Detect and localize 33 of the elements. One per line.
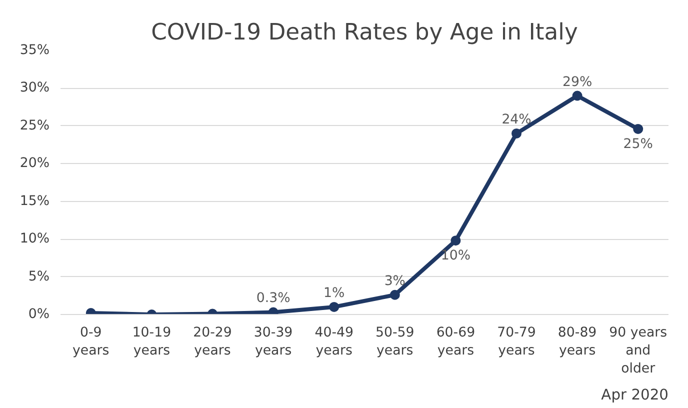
x-tick-label: 50-59 years [376,326,414,358]
point [390,290,400,300]
point [512,128,522,138]
point [450,236,461,246]
data-label: 24% [502,112,532,128]
x-tick-label: 10-19 years [132,326,172,358]
y-tick-label: 25% [20,118,50,134]
data-label: 1% [324,286,345,301]
chart-title: COVID-19 Death Rates by Age in Italy [151,20,578,46]
y-tick-label: 35% [20,43,50,58]
data-label: 0.3% [256,291,290,306]
y-tick-label: 15% [20,194,50,209]
point [572,90,582,101]
point [633,124,644,134]
data-label: 29% [562,74,592,90]
x-tick-label: 70-79 years [497,326,536,358]
data-label: 3% [384,274,406,289]
x-tick-label: 30-39 years [254,326,293,358]
x-tick-label: 90 years and older [609,326,668,376]
y-tick-label: 10% [20,232,50,247]
x-tick-label: 80-89 years [558,326,597,358]
x-tick-label: 60-69 years [436,326,476,358]
y-tick-label: 5% [28,269,50,284]
x-tick-label: 0-9 years [72,326,110,358]
text: Apr 2020 [601,386,669,404]
point [329,302,340,312]
y-tick-label: 0% [28,307,50,322]
data-label: 25% [623,136,653,152]
data-label: 10% [440,248,471,264]
y-tick-label: 20% [20,156,50,172]
x-tick-label: 20-29 years [193,326,232,358]
x-tick-label: 40-49 years [314,326,354,358]
y-tick-label: 30% [20,80,50,96]
